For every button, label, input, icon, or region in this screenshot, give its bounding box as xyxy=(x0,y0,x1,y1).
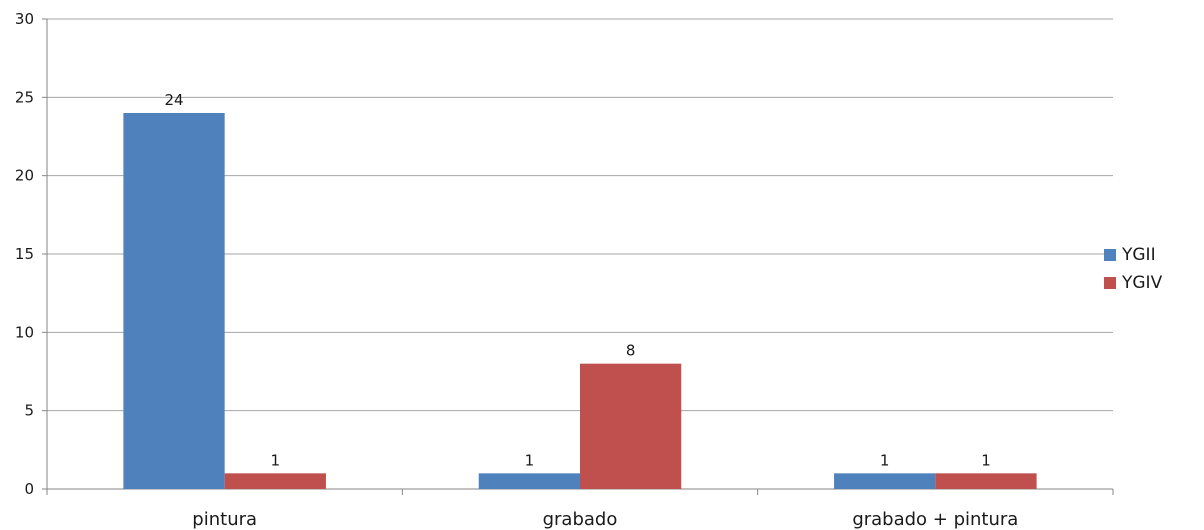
bars xyxy=(123,113,1037,489)
y-tick-label: 30 xyxy=(15,10,34,28)
x-axis-ticks: pintura grabado grabado + pintura xyxy=(46,489,1114,530)
y-tick-label: 25 xyxy=(15,88,34,106)
bar-ygii-3 xyxy=(834,473,936,489)
y-tick-label: 15 xyxy=(15,245,34,263)
legend-label-ygiv: YGIV xyxy=(1122,273,1163,293)
y-tick-label: 10 xyxy=(15,323,34,341)
data-label: 24 xyxy=(164,91,183,109)
data-label: 1 xyxy=(525,451,535,469)
data-labels: 24 1 1 8 1 1 xyxy=(164,91,990,469)
bar-ygiv-3 xyxy=(935,473,1037,489)
gridlines xyxy=(47,18,1113,412)
legend-item-ygiv: YGIV xyxy=(1104,269,1162,297)
data-label: 1 xyxy=(880,451,890,469)
legend-label-ygii: YGII xyxy=(1122,245,1156,265)
data-label: 1 xyxy=(271,451,281,469)
x-category-label: pintura xyxy=(192,509,257,530)
legend-swatch-ygii xyxy=(1104,249,1116,261)
bar-ygii-1 xyxy=(123,113,225,489)
data-label: 1 xyxy=(981,451,991,469)
bar-ygii-2 xyxy=(478,473,580,489)
legend-item-ygii: YGII xyxy=(1104,241,1162,269)
legend-swatch-ygiv xyxy=(1104,277,1116,289)
data-label: 8 xyxy=(626,342,636,360)
bar-ygiv-1 xyxy=(224,473,326,489)
y-tick-label: 0 xyxy=(24,480,34,498)
legend: YGII YGIV xyxy=(1104,241,1162,297)
x-category-label: grabado + pintura xyxy=(852,509,1018,530)
bar-ygiv-2 xyxy=(580,363,682,489)
x-category-label: grabado xyxy=(543,509,618,530)
y-tick-label: 5 xyxy=(24,402,34,420)
y-tick-label: 20 xyxy=(15,167,34,185)
y-axis-ticks: 0 5 10 15 20 25 30 xyxy=(15,10,47,498)
